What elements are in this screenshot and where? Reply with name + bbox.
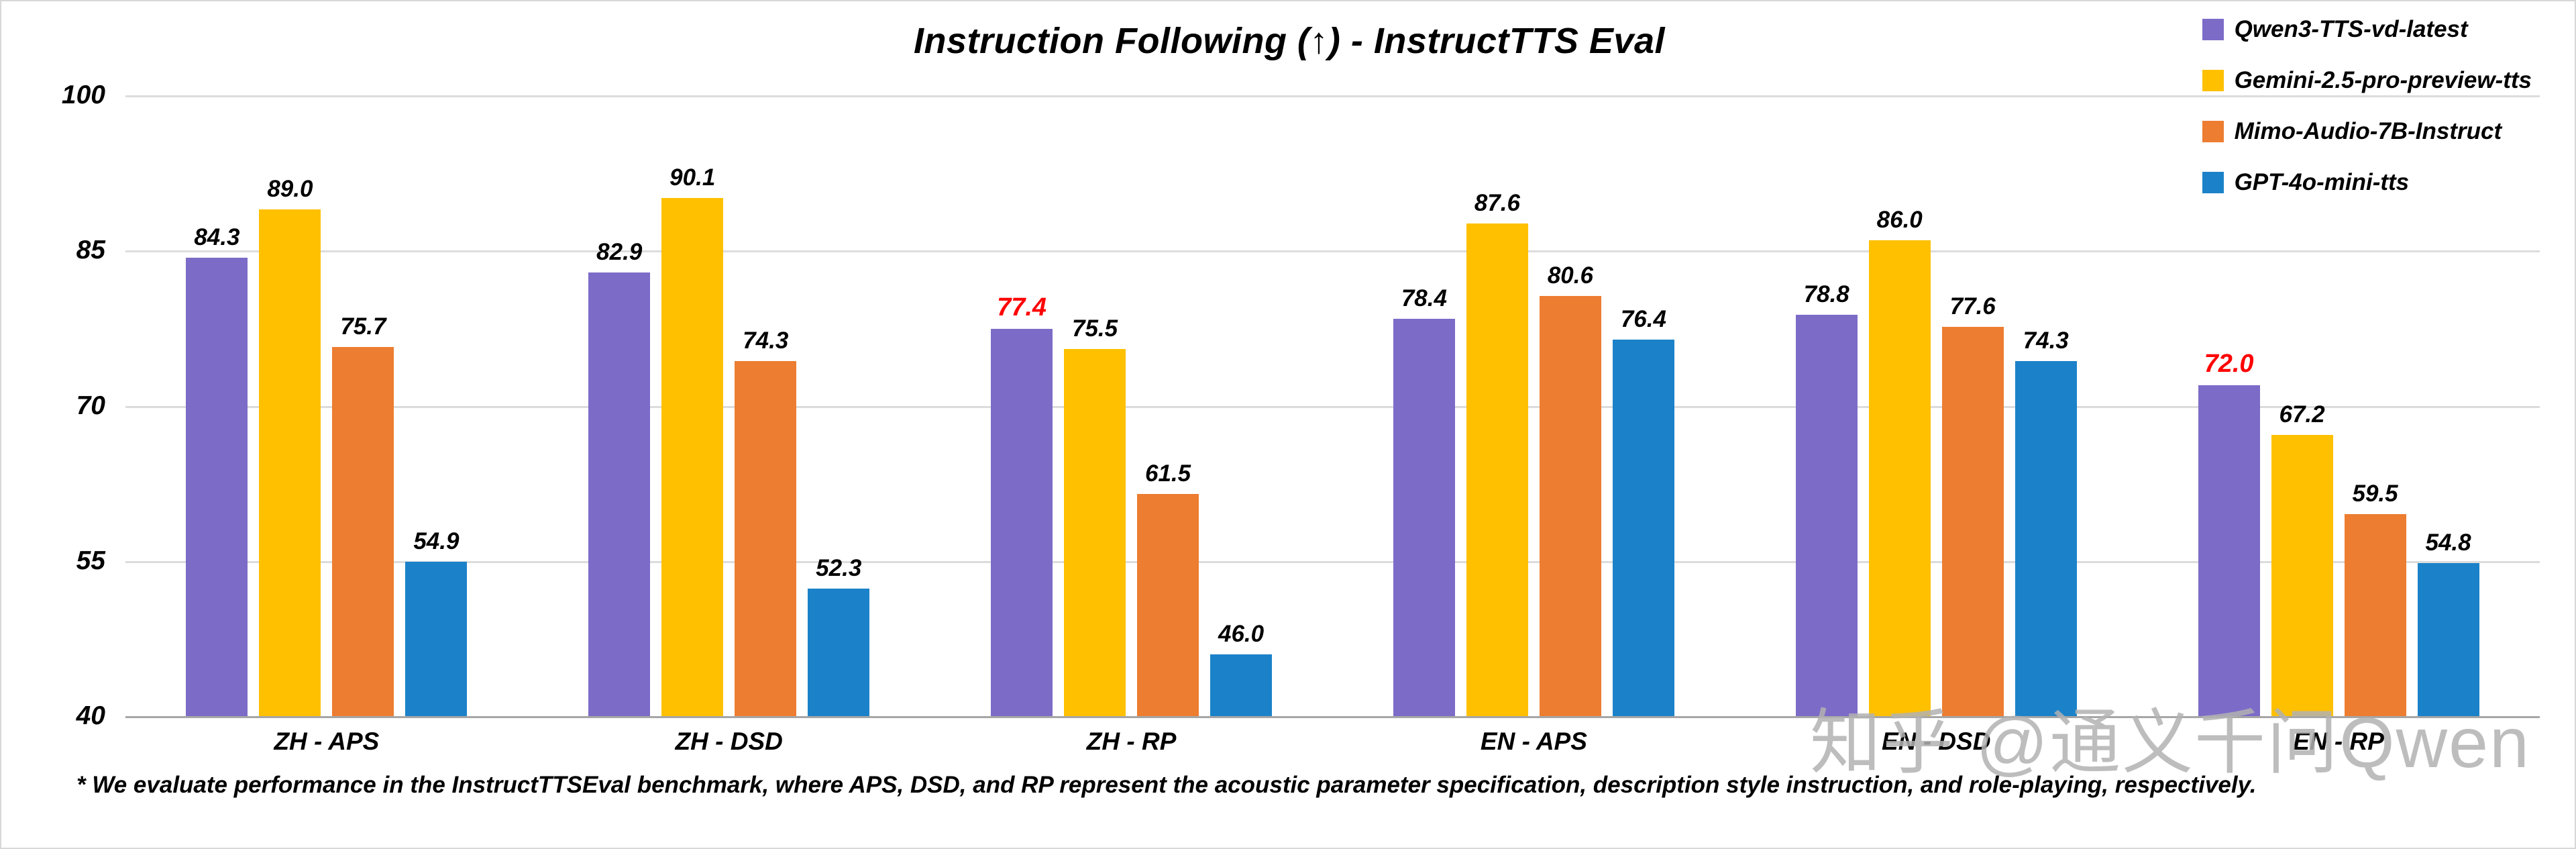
bar: 54.9 (405, 528, 468, 716)
gridline (125, 95, 2540, 97)
bar-value-label: 89.0 (267, 175, 313, 202)
footnote: * We evaluate performance in the Instruc… (76, 772, 2257, 798)
gridline (125, 250, 2540, 253)
bar-groups: 84.3 89.0 75.7 54.9 82.9 90.1 74.3 52.3 77.4 75.5… (125, 95, 2540, 716)
bar: 87.6 (1466, 190, 1528, 716)
bar-value-label: 72.0 (2204, 349, 2254, 378)
category-label: EN - RP (2293, 728, 2384, 755)
bar-value-label: 86.0 (1876, 206, 1923, 233)
legend-label: Qwen3-TTS-vd-latest (2234, 16, 2468, 42)
legend-swatch (2202, 19, 2224, 40)
bar-value-label: 52.3 (816, 555, 862, 582)
bar: 76.4 (1612, 306, 1674, 716)
bar: 74.3 (735, 328, 797, 716)
legend-label: Mimo-Audio-7B-Instruct (2234, 118, 2502, 144)
bar: 75.5 (1064, 315, 1126, 716)
bar: 54.8 (2417, 530, 2479, 716)
bar: 52.3 (808, 555, 870, 716)
legend-label: Gemini-2.5-pro-preview-tts (2234, 67, 2532, 93)
bar-value-label: 54.8 (2425, 529, 2471, 556)
bar: 46.0 (1210, 621, 1273, 716)
bar-value-label: 67.2 (2279, 401, 2325, 428)
bar: 90.1 (661, 164, 724, 716)
gridline (125, 405, 2540, 408)
bar: 78.4 (1393, 285, 1455, 716)
y-tick-label: 70 (76, 391, 105, 420)
y-tick-label: 55 (76, 546, 105, 575)
bar-value-label: 46.0 (1218, 620, 1265, 647)
bar: 86.0 (1868, 207, 1931, 716)
legend-swatch (2202, 121, 2224, 142)
bar: 89.0 (259, 176, 321, 716)
legend-item: Mimo-Audio-7B-Instruct (2202, 118, 2532, 145)
bar-group: 84.3 89.0 75.7 54.9 (125, 95, 528, 716)
bar-group: 78.4 87.6 80.6 76.4 (1332, 95, 1735, 716)
category-label: ZH - RP (1086, 728, 1177, 755)
bar: 67.2 (2271, 401, 2333, 716)
bar-group: 78.8 86.0 77.6 74.3 (1735, 95, 2137, 716)
plot-area: 84.3 89.0 75.7 54.9 82.9 90.1 74.3 52.3 77.4 75.5… (62, 81, 2540, 730)
bar: 77.4 (991, 293, 1053, 716)
x-axis-line (125, 716, 2540, 718)
gridline (125, 560, 2540, 563)
legend-item: GPT-4o-mini-tts (2202, 169, 2532, 196)
bar-group: 72.0 67.2 59.5 54.8 (2137, 95, 2540, 716)
bar: 80.6 (1539, 262, 1601, 716)
y-tick-label: 40 (76, 701, 105, 730)
watermark: 知乎 @通义千问Qwen (1810, 703, 2530, 783)
bar: 72.0 (2198, 350, 2260, 716)
bar-value-label: 78.4 (1401, 285, 1447, 311)
bar-value-label: 61.5 (1145, 460, 1191, 487)
bar: 74.3 (2015, 328, 2077, 716)
bar: 82.9 (588, 239, 651, 716)
category-label: ZH - DSD (675, 728, 783, 755)
bar-value-label: 78.8 (1803, 281, 1849, 307)
bar-value-label: 74.3 (2023, 328, 2069, 354)
y-tick-label: 100 (61, 81, 105, 109)
category-labels: ZH - APS ZH - DSD ZH - RP EN - APS EN - DSD E… (125, 728, 2540, 756)
bar-value-label: 90.1 (669, 164, 716, 191)
bar: 59.5 (2344, 481, 2406, 716)
bar: 84.3 (186, 224, 248, 716)
bar-value-label: 82.9 (596, 238, 643, 265)
legend-item: Qwen3-TTS-vd-latest (2202, 16, 2532, 43)
bar-value-label: 76.4 (1620, 305, 1666, 332)
bar-value-label: 74.3 (743, 328, 789, 354)
bar-value-label: 75.5 (1072, 315, 1118, 342)
bar-value-label: 84.3 (194, 224, 240, 251)
bar: 75.7 (332, 313, 394, 716)
bar: 61.5 (1137, 460, 1199, 716)
legend-swatch (2202, 70, 2224, 91)
legend-item: Gemini-2.5-pro-preview-tts (2202, 67, 2532, 94)
legend: Qwen3-TTS-vd-latest Gemini-2.5-pro-previe… (2202, 16, 2532, 196)
bar-value-label: 77.6 (1949, 293, 1996, 320)
y-tick-label: 85 (76, 236, 105, 265)
bar-value-label: 54.9 (413, 528, 460, 555)
bar-group: 82.9 90.1 74.3 52.3 (528, 95, 930, 716)
bar-value-label: 75.7 (340, 313, 386, 340)
category-label: EN - APS (1480, 728, 1587, 755)
bar: 77.6 (1941, 293, 2004, 716)
legend-swatch (2202, 172, 2224, 193)
legend-label: GPT-4o-mini-tts (2234, 169, 2410, 195)
bar: 78.8 (1795, 281, 1858, 716)
bar-value-label: 77.4 (997, 293, 1047, 322)
category-label: ZH - APS (274, 728, 380, 755)
category-label: EN - DSD (1882, 728, 1991, 755)
bar-group: 77.4 75.5 61.5 46.0 (930, 95, 1333, 716)
bar-value-label: 80.6 (1547, 262, 1593, 289)
bar-value-label: 87.6 (1474, 190, 1520, 217)
bar-value-label: 59.5 (2352, 481, 2398, 507)
chart-title: Instruction Following (↑) - InstructTTS … (914, 21, 1665, 61)
